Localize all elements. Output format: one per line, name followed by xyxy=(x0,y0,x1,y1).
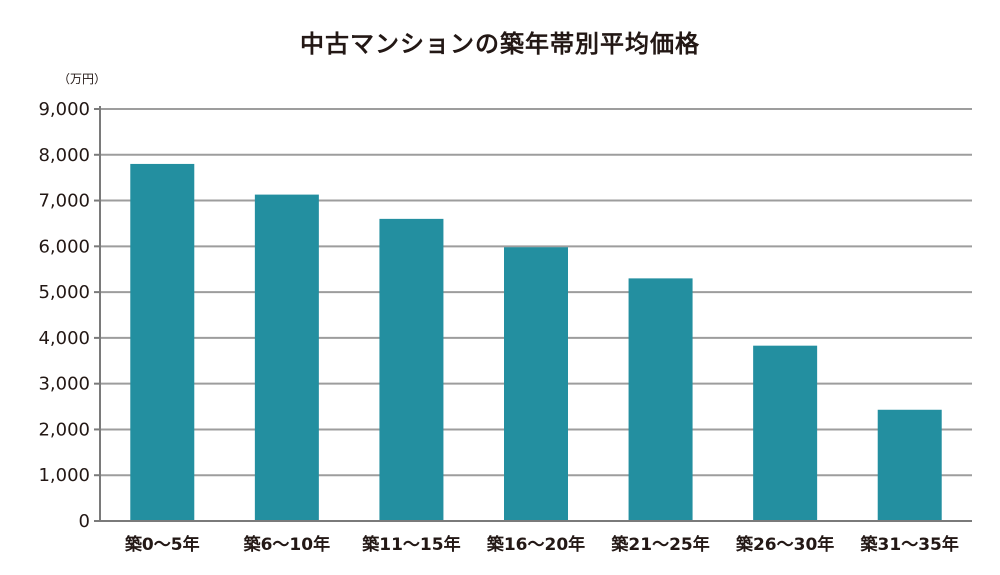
bar xyxy=(753,345,818,521)
bar xyxy=(628,278,693,521)
y-tick-label: 2,000 xyxy=(38,419,90,440)
x-category-label: 築31～35年 xyxy=(860,534,959,555)
y-tick-label: 7,000 xyxy=(38,191,90,212)
x-category-label: 築21～25年 xyxy=(610,534,709,555)
bars xyxy=(130,163,942,522)
y-tick-label: 3,000 xyxy=(38,374,90,395)
x-category-label: 築0～5年 xyxy=(124,534,200,555)
bar xyxy=(254,194,319,522)
y-tick-label: 1,000 xyxy=(38,465,90,486)
bar xyxy=(504,247,568,521)
y-tick-label: 8,000 xyxy=(38,145,90,166)
x-category-labels: 築0～5年 築6～10年 築11～15年 築16～20年 築21～25年 築26～30年 築… xyxy=(124,534,959,555)
bar xyxy=(379,218,444,521)
y-axis-unit-label: （万円） xyxy=(58,72,107,86)
y-tick-label: 9,000 xyxy=(38,99,90,120)
y-tick-label: 6,000 xyxy=(38,236,90,257)
y-tick-label: 5,000 xyxy=(38,282,90,303)
axes xyxy=(94,106,972,522)
y-tick-labels: 0 1,000 2,000 3,000 4,000 5,000 6,000 7,000 8,00… xyxy=(38,99,90,532)
x-category-label: 築6～10年 xyxy=(243,534,331,555)
x-category-label: 築16～20年 xyxy=(486,534,585,555)
x-category-label: 築26～30年 xyxy=(735,534,834,555)
y-tick-label: 0 xyxy=(79,511,90,532)
bar xyxy=(877,409,942,521)
bar xyxy=(130,163,195,521)
y-tick-label: 4,000 xyxy=(38,328,90,349)
chart-title: 中古マンションの築年帯別平均価格 xyxy=(300,30,700,58)
x-category-label: 築11～15年 xyxy=(361,534,460,555)
